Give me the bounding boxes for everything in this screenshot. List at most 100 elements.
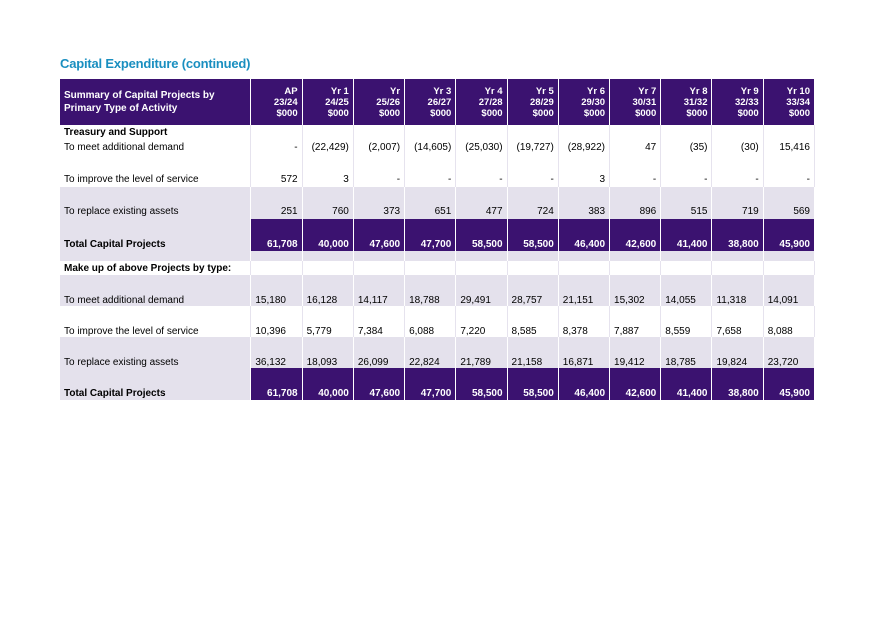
- spacer-row: [60, 251, 816, 261]
- value-cell: 15,302: [609, 275, 662, 306]
- section-heading-row: Treasury and Support: [60, 125, 816, 139]
- section-heading-row: Make up of above Projects by type:: [60, 261, 816, 275]
- column-header-l3: $000: [327, 107, 349, 119]
- spacer-cell: [353, 251, 406, 261]
- value-cell: 21,158: [507, 337, 559, 368]
- empty-cell: [558, 125, 611, 139]
- value-cell: 16,128: [302, 275, 354, 306]
- spacer-cell: [660, 251, 713, 261]
- spacer-cell: [558, 251, 611, 261]
- empty-cell: [660, 261, 713, 275]
- total-value-cell: 61,708: [250, 219, 303, 251]
- column-header-l3: $000: [532, 107, 554, 119]
- empty-cell: [250, 261, 303, 275]
- value-cell: 47: [609, 139, 662, 155]
- column-header-l1: Yr 10: [786, 85, 810, 97]
- empty-cell: [558, 261, 611, 275]
- value-cell: 8,559: [660, 306, 713, 337]
- spacer-cell: [250, 251, 303, 261]
- value-cell: 21,789: [455, 337, 508, 368]
- total-row: Total Capital Projects 61,708 40,000 47,600…: [60, 368, 816, 400]
- value-cell: 18,785: [660, 337, 713, 368]
- value-cell: 760: [302, 187, 354, 219]
- column-header: Yr 7 30/31 $000: [609, 79, 662, 125]
- column-header-l3: $000: [788, 107, 810, 119]
- value-cell: 19,824: [711, 337, 764, 368]
- empty-cell: [763, 261, 816, 275]
- value-cell: 29,491: [455, 275, 508, 306]
- value-cell: 15,416: [763, 139, 816, 155]
- column-header-l1: Yr: [390, 85, 401, 97]
- column-header-l2: 28/29: [530, 96, 554, 108]
- empty-cell: [711, 125, 764, 139]
- value-cell: (19,727): [507, 139, 559, 155]
- column-header: Yr 25/26 $000: [353, 79, 406, 125]
- total-label: Total Capital Projects: [60, 219, 252, 251]
- total-row: Total Capital Projects 61,708 40,000 47,600…: [60, 219, 816, 251]
- total-value-cell: 46,400: [558, 219, 611, 251]
- empty-cell: [353, 261, 406, 275]
- value-cell: -: [609, 155, 662, 187]
- value-cell: (22,429): [302, 139, 354, 155]
- page-title: Capital Expenditure (continued): [60, 56, 251, 71]
- row-label: To replace existing assets: [60, 187, 252, 219]
- section-heading: Make up of above Projects by type:: [60, 261, 252, 275]
- empty-cell: [404, 261, 457, 275]
- column-header-l1: Yr 6: [587, 85, 606, 97]
- value-cell: 16,871: [558, 337, 611, 368]
- value-cell: 251: [250, 187, 303, 219]
- column-header-l3: $000: [737, 107, 759, 119]
- column-header-l3: $000: [481, 107, 503, 119]
- value-cell: 26,099: [353, 337, 406, 368]
- column-header: Yr 1 24/25 $000: [302, 79, 354, 125]
- column-header-l3: $000: [583, 107, 606, 119]
- value-cell: -: [507, 155, 559, 187]
- total-value-cell: 40,000: [302, 368, 354, 400]
- value-cell: -: [660, 155, 713, 187]
- spacer-cell: [60, 251, 252, 261]
- value-cell: 8,088: [763, 306, 816, 337]
- value-cell: 572: [250, 155, 303, 187]
- column-header-l3: $000: [686, 107, 708, 119]
- value-cell: 7,220: [455, 306, 508, 337]
- value-cell: 719: [711, 187, 764, 219]
- value-cell: (14,605): [404, 139, 457, 155]
- empty-cell: [404, 125, 457, 139]
- total-value-cell: 61,708: [250, 368, 303, 400]
- empty-cell: [609, 125, 662, 139]
- empty-cell: [302, 261, 354, 275]
- value-cell: 18,788: [404, 275, 457, 306]
- table-row: To meet additional demand 15,180 16,128 14,…: [60, 275, 816, 306]
- spacer-cell: [711, 251, 764, 261]
- column-header-l3: $000: [276, 107, 298, 119]
- column-header-l2: 27/28: [478, 96, 503, 108]
- total-value-cell: 58,500: [507, 219, 559, 251]
- total-value-cell: 40,000: [302, 219, 354, 251]
- total-value-cell: 58,500: [455, 219, 508, 251]
- value-cell: 7,887: [609, 306, 662, 337]
- table-row: To improve the level of service 572 3- - - -3…: [60, 155, 816, 187]
- column-header-l1: Yr 9: [740, 85, 759, 97]
- value-cell: 18,093: [302, 337, 354, 368]
- header-label: Summary of Capital Projects by Primary T…: [60, 79, 252, 125]
- column-header-l2: 26/27: [427, 96, 452, 108]
- value-cell: -: [353, 155, 406, 187]
- value-cell: (28,922): [558, 139, 611, 155]
- column-header-l1: Yr 7: [638, 85, 657, 97]
- total-value-cell: 38,800: [711, 219, 764, 251]
- empty-cell: [455, 125, 508, 139]
- value-cell: -: [763, 155, 816, 187]
- value-cell: 5,779: [302, 306, 354, 337]
- column-header: Yr 4 27/28 $000: [455, 79, 508, 125]
- value-cell: 8,585: [507, 306, 559, 337]
- value-cell: 11,318: [711, 275, 764, 306]
- spacer-cell: [609, 251, 662, 261]
- value-cell: 7,384: [353, 306, 406, 337]
- value-cell: 22,824: [404, 337, 457, 368]
- total-value-cell: 42,600: [609, 219, 662, 251]
- column-header-l2: 25/26: [376, 96, 401, 108]
- empty-cell: [507, 261, 559, 275]
- column-header-l1: Yr 5: [535, 85, 554, 97]
- column-header-l2: 33/34: [786, 96, 810, 108]
- value-cell: 373: [353, 187, 406, 219]
